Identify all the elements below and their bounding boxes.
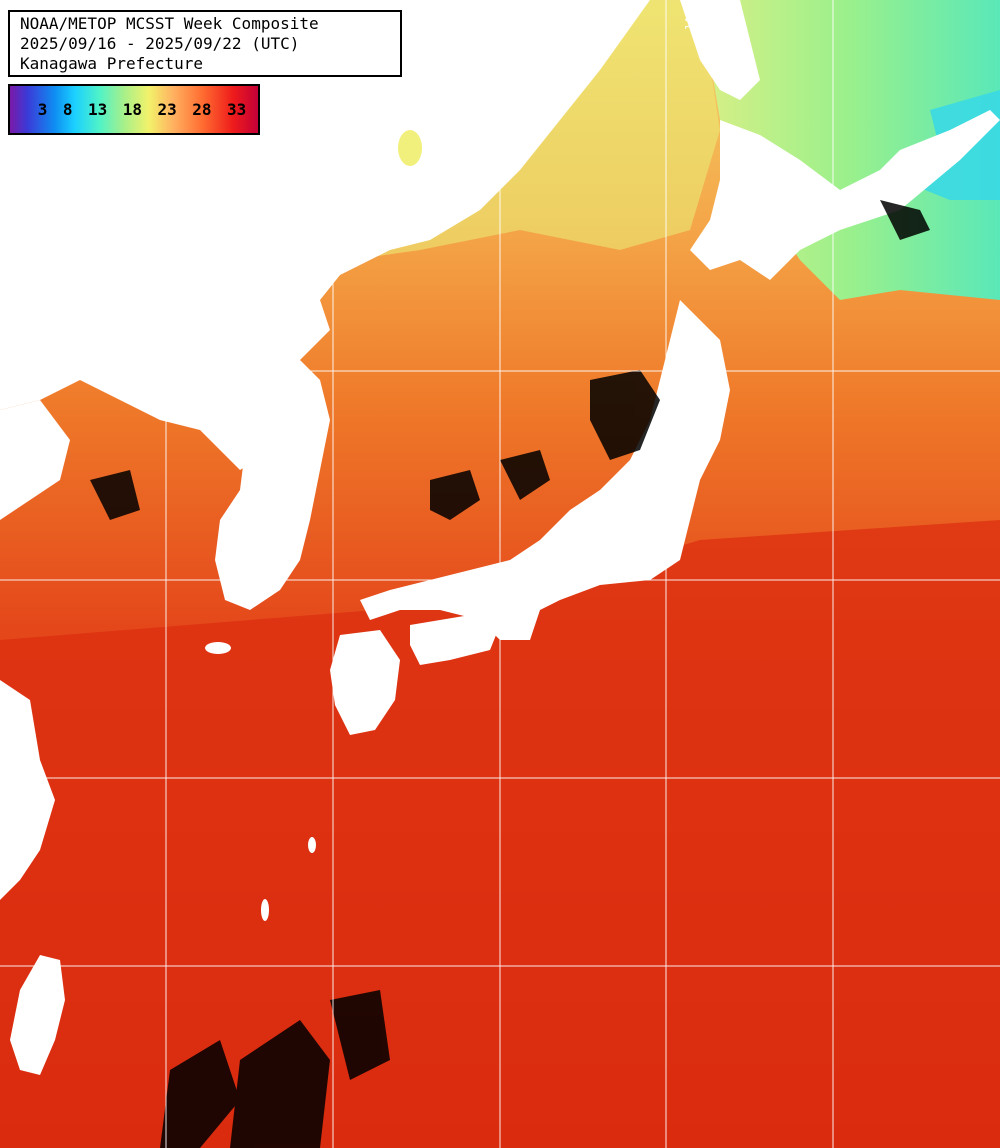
land-china-east bbox=[0, 680, 55, 900]
legend-tick-23: 23 bbox=[157, 100, 177, 119]
land-honshu bbox=[360, 300, 730, 640]
land-china-north bbox=[0, 400, 70, 520]
grid-label-lon-140e: 140E bbox=[684, 5, 695, 30]
legend-tick-33: 33 bbox=[226, 100, 247, 119]
land-shikoku bbox=[410, 615, 500, 665]
legend-tick-13: 13 bbox=[87, 100, 108, 119]
title-line-2: 2025/09/16 - 2025/09/22 (UTC) bbox=[20, 34, 300, 53]
title-line-1: NOAA/METOP MCSST Week Composite bbox=[20, 14, 319, 33]
land-korea bbox=[215, 360, 330, 610]
land-sado-island bbox=[398, 130, 422, 166]
legend-tick-8: 8 bbox=[62, 100, 73, 119]
title-box: NOAA/METOP MCSST Week Composite 2025/09/… bbox=[8, 10, 402, 77]
cloud-mask bbox=[90, 200, 930, 1148]
legend-tick-3: 3 bbox=[37, 100, 48, 119]
temperature-legend: 3 8 13 18 23 28 33 bbox=[8, 84, 260, 135]
land-jeju-island bbox=[205, 642, 231, 654]
grid-label-lat-30n: 30N bbox=[14, 764, 34, 775]
land-taiwan bbox=[10, 955, 65, 1075]
land-kyushu bbox=[330, 630, 400, 735]
land-amami-island bbox=[308, 837, 316, 853]
legend-tick-18: 18 bbox=[122, 100, 142, 119]
land-sakhalin bbox=[680, 0, 760, 100]
title-line-3: Kanagawa Prefecture bbox=[20, 54, 204, 73]
land-hokkaido bbox=[690, 110, 1000, 280]
grid-label-lat-40n: 40N bbox=[20, 358, 40, 369]
legend-tick-28: 28 bbox=[192, 100, 212, 119]
land-okinawa-island bbox=[261, 899, 269, 921]
